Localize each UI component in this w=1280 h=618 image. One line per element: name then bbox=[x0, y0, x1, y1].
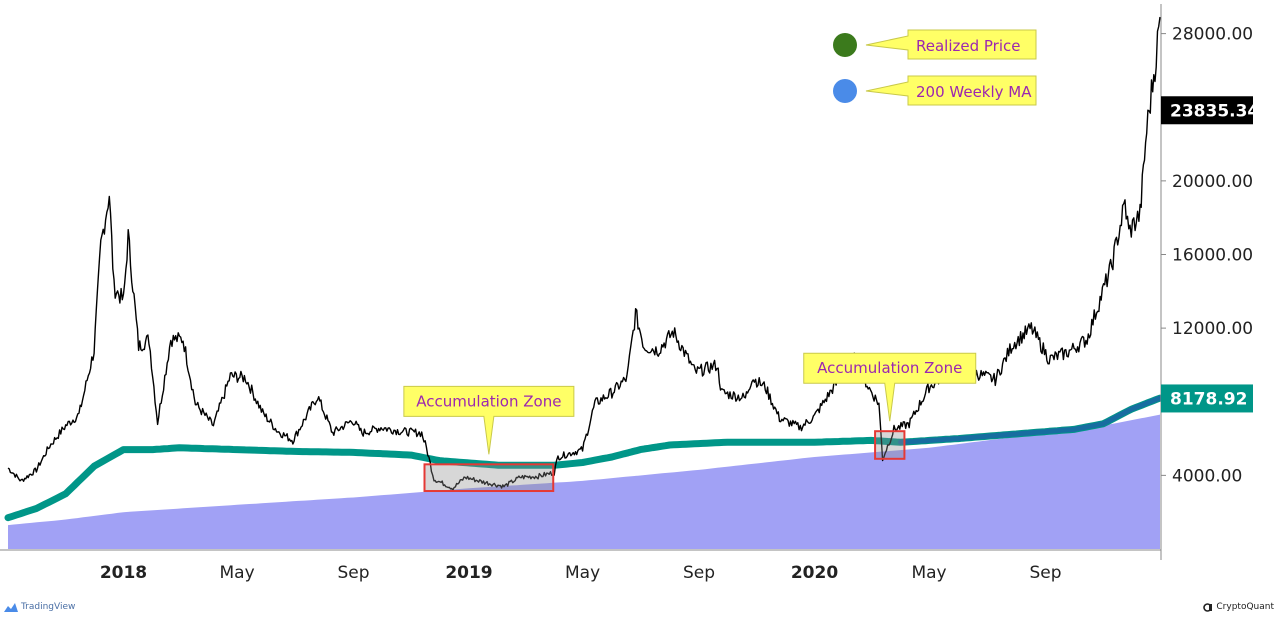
legend-label: 200 Weekly MA bbox=[916, 83, 1032, 101]
accumulation-zone-box bbox=[874, 430, 906, 460]
y-tick-label: 28000.00 bbox=[1172, 25, 1253, 45]
x-tick-label: May bbox=[911, 563, 946, 583]
last-value-label: 23835.34 bbox=[1170, 101, 1259, 121]
realized-price-overlap-line bbox=[898, 395, 1163, 445]
x-tick-label: May bbox=[565, 563, 600, 583]
x-tick-label: 2020 bbox=[791, 563, 838, 583]
accumulation-zone-label: Accumulation Zone bbox=[416, 392, 561, 410]
ma200-area bbox=[8, 414, 1160, 549]
y-tick-label: 4000.00 bbox=[1172, 466, 1242, 486]
y-tick-label: 12000.00 bbox=[1172, 319, 1253, 339]
legend-callout bbox=[865, 29, 1037, 60]
accumulation-zone-callout bbox=[403, 385, 575, 455]
legend-marker bbox=[833, 79, 857, 103]
last-value-tag bbox=[1161, 96, 1253, 125]
legend-callout bbox=[865, 75, 1037, 106]
tradingview-logo-icon bbox=[4, 602, 18, 612]
accumulation-zone-box bbox=[423, 463, 555, 493]
x-tick-label: May bbox=[219, 563, 254, 583]
accumulation-zone-label: Accumulation Zone bbox=[817, 359, 962, 377]
x-tick-label: Sep bbox=[1029, 563, 1061, 583]
last-value-label: 8178.92 bbox=[1170, 389, 1247, 409]
y-tick-label: 20000.00 bbox=[1172, 172, 1253, 192]
tradingview-text: TradingView bbox=[21, 602, 76, 612]
x-tick-label: Sep bbox=[683, 563, 715, 583]
last-value-tag bbox=[1161, 384, 1253, 413]
x-tick-label: Sep bbox=[337, 563, 369, 583]
legend-marker bbox=[833, 33, 857, 57]
accumulation-zone-callout bbox=[803, 352, 977, 422]
y-tick-label: 16000.00 bbox=[1172, 245, 1253, 265]
cryptoquant-watermark: CryptoQuant bbox=[1203, 602, 1274, 612]
tradingview-watermark: TradingView bbox=[4, 602, 75, 612]
x-tick-label: 2019 bbox=[445, 563, 492, 583]
x-tick-label: 2018 bbox=[100, 563, 147, 583]
cryptoquant-logo-icon bbox=[1203, 602, 1213, 612]
cryptoquant-text: CryptoQuant bbox=[1216, 602, 1274, 612]
legend-label: Realized Price bbox=[916, 37, 1021, 55]
